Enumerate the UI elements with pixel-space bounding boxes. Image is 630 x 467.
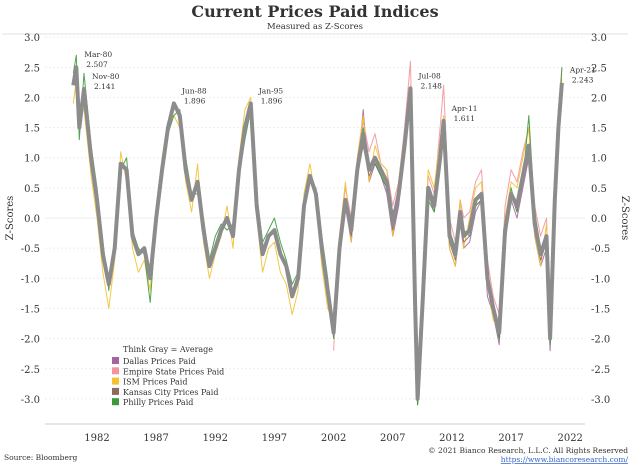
annotation-value: 2.243 (572, 76, 594, 85)
annotation-value: 2.507 (86, 60, 108, 69)
annotation-date: Jul-08 (417, 71, 441, 80)
y-tick-label-left: 1.0 (24, 154, 40, 165)
annotation-date: Nov-80 (92, 72, 120, 81)
y-tick-label-left: 0.0 (24, 214, 40, 225)
x-tick-label: 2022 (557, 433, 582, 444)
x-tick-label: 1997 (262, 433, 287, 444)
annotation-value: 2.148 (420, 81, 442, 90)
y-tick-label-right: 3.0 (591, 33, 607, 44)
annotation-date: Apr-11 (451, 104, 478, 113)
annotation-value: 1.896 (184, 97, 206, 106)
legend-item: Philly Prices Paid (123, 398, 193, 407)
series-line-average (71, 65, 564, 401)
y-tick-label-left: -0.5 (21, 244, 40, 255)
x-tick-label: 1987 (143, 433, 168, 444)
annotation-date: Apr-21 (569, 66, 596, 75)
y-tick-label-right: 1.0 (591, 154, 607, 165)
legend-title: Think Gray = Average (123, 345, 213, 354)
x-tick-label: 2002 (321, 433, 346, 444)
y-axis-label-right: Z-Scores (619, 196, 630, 241)
legend-swatch (112, 387, 119, 395)
y-tick-label-left: -3.0 (21, 395, 40, 406)
annotation-value: 1.896 (261, 97, 283, 106)
legend-item: ISM Prices Paid (123, 378, 187, 387)
legend: Think Gray = Average Dallas Prices PaidE… (112, 345, 224, 407)
x-tick-label: 2017 (498, 433, 523, 444)
x-tick-label: 2007 (380, 433, 405, 444)
legend-swatch (112, 398, 119, 406)
annotation-date: Jun-88 (181, 87, 207, 96)
legend-item: Empire State Prices Paid (123, 367, 224, 376)
y-tick-label-right: -0.5 (591, 244, 610, 255)
y-tick-label-left: 3.0 (24, 33, 40, 44)
y-tick-label-left: 2.5 (24, 63, 40, 74)
y-axis-label-left: Z-Scores (5, 196, 16, 241)
annotation-date: Jan-95 (258, 87, 284, 96)
series-line-dallas-prices-paid (333, 91, 563, 400)
y-tick-label-right: -2.0 (591, 335, 610, 346)
y-tick-label-right: -2.5 (591, 365, 610, 376)
legend-swatch (112, 357, 119, 364)
chart-subtitle: Measured as Z-Scores (267, 22, 363, 32)
y-tick-label-right: 2.0 (591, 93, 607, 104)
y-tick-label-right: 2.5 (591, 63, 607, 74)
y-tick-label-left: -2.5 (21, 365, 40, 376)
y-tick-label-right: -1.5 (591, 304, 610, 315)
y-tick-label-left: -1.0 (21, 274, 40, 285)
copyright: © 2021 Bianco Research, L.L.C. All Right… (428, 446, 628, 455)
legend-swatch (112, 367, 119, 375)
chart-title: Current Prices Paid Indices (191, 2, 438, 21)
y-tick-label-right: 0.5 (591, 184, 607, 195)
legend-item: Kansas City Prices Paid (123, 388, 218, 397)
y-tick-label-right: -1.0 (591, 274, 610, 285)
x-tick-label: 1992 (203, 433, 228, 444)
y-tick-label-left: -1.5 (21, 304, 40, 315)
annotation-value: 2.141 (94, 82, 115, 91)
legend-item: Dallas Prices Paid (123, 357, 196, 366)
y-tick-label-left: 2.0 (24, 93, 40, 104)
source-note: Source: Bloomberg (4, 453, 77, 462)
x-tick-label: 1982 (84, 433, 109, 444)
annotation-date: Mar-80 (84, 50, 112, 59)
y-tick-label-left: 1.5 (24, 124, 40, 135)
y-tick-label-right: -3.0 (591, 395, 610, 406)
website-link[interactable]: https://www.biancoresearch.com/ (501, 455, 629, 464)
y-tick-label-left: -2.0 (21, 335, 40, 346)
y-tick-label-right: 0.0 (591, 214, 607, 225)
x-tick-label: 2012 (439, 433, 464, 444)
y-tick-label-right: 1.5 (591, 124, 607, 135)
legend-swatch (112, 377, 119, 385)
annotation-value: 1.611 (454, 114, 475, 123)
y-tick-label-left: 0.5 (24, 184, 40, 195)
